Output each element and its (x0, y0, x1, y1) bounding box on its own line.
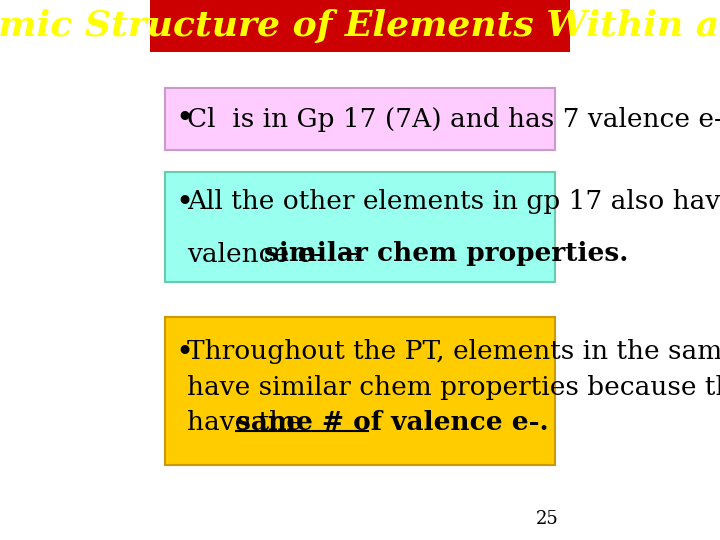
FancyBboxPatch shape (150, 0, 570, 52)
Text: All the other elements in gp 17 also have 7: All the other elements in gp 17 also hav… (186, 190, 720, 214)
Text: have the: have the (186, 409, 310, 435)
Text: 25: 25 (536, 510, 559, 528)
FancyBboxPatch shape (165, 88, 555, 150)
Text: valence e-  →: valence e- → (186, 241, 369, 267)
Text: •: • (175, 105, 193, 133)
Text: •: • (175, 187, 193, 217)
Text: similar chem properties.: similar chem properties. (264, 241, 629, 267)
Text: Atomic Structure of Elements Within a Gp: Atomic Structure of Elements Within a Gp (0, 9, 720, 43)
Text: same # of valence e-.: same # of valence e-. (235, 409, 548, 435)
Text: have similar chem properties because the: have similar chem properties because the (186, 375, 720, 400)
Text: •: • (175, 338, 193, 367)
Text: Throughout the PT, elements in the same gp: Throughout the PT, elements in the same … (186, 340, 720, 365)
Text: Cl  is in Gp 17 (7A) and has 7 valence e-.: Cl is in Gp 17 (7A) and has 7 valence e-… (186, 106, 720, 132)
FancyBboxPatch shape (165, 317, 555, 465)
FancyBboxPatch shape (165, 172, 555, 282)
